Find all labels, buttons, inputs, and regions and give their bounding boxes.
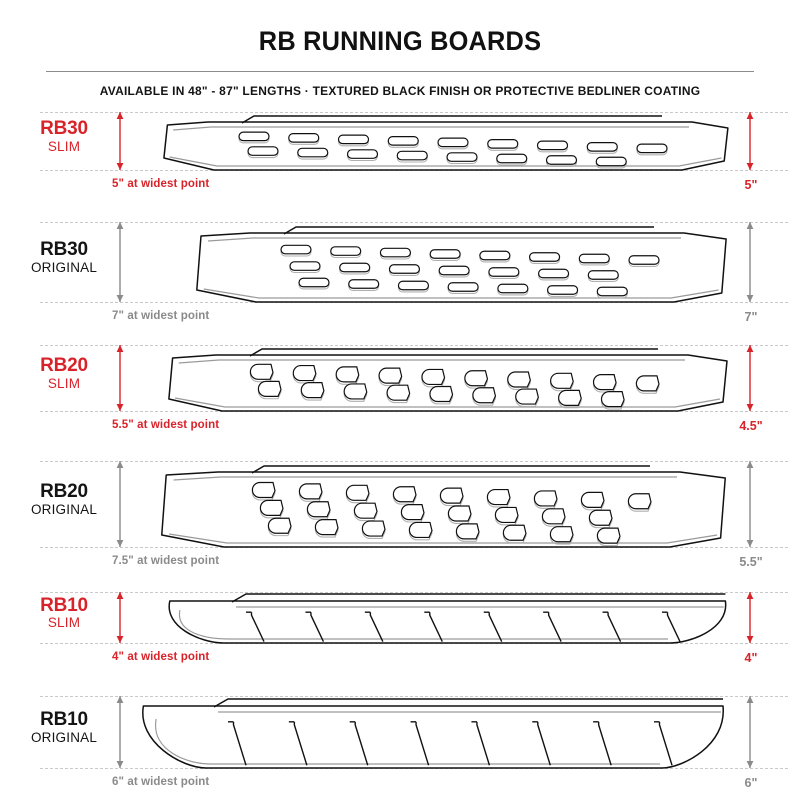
height-value: 4.5" [739, 419, 763, 433]
model-name: RB10 [40, 594, 88, 616]
model-variant: ORIGINAL [30, 729, 98, 745]
product-row-body: RB30 ORIGINAL 7" at widest point 7" [0, 206, 800, 332]
model-label-block[interactable]: RB20 SLIM [12, 356, 116, 393]
guide-line-top [40, 222, 788, 223]
height-dimension-arrow [746, 461, 754, 547]
guide-line-top [40, 345, 788, 346]
product-row-rb30-slim[interactable]: RB30 SLIM 5" at widest point 5" [0, 100, 800, 206]
height-dimension-arrow [746, 345, 754, 411]
model-variant: SLIM [47, 615, 81, 631]
width-caption: 5.5" at widest point [112, 419, 220, 431]
height-dimension-arrow [746, 592, 754, 643]
model-label-block[interactable]: RB30 ORIGINAL [12, 240, 116, 277]
model-label-block[interactable]: RB10 ORIGINAL [12, 710, 116, 747]
width-caption: 7.5" at widest point [112, 555, 220, 567]
height-value: 5.5" [739, 555, 763, 569]
model-label-block[interactable]: RB30 SLIM [12, 119, 116, 156]
running-board-illustration-curved [168, 593, 727, 644]
running-board-illustration-curved [142, 698, 724, 769]
running-board-illustration-dshape [168, 348, 728, 412]
running-board-illustration-pill [196, 226, 727, 303]
height-value: 4" [744, 651, 758, 665]
width-dimension-arrow [116, 696, 124, 768]
height-dimension-arrow [746, 112, 754, 170]
title-divider [46, 71, 754, 72]
model-name: RB20 [40, 481, 88, 502]
product-row-rb20-original[interactable]: RB20 ORIGINAL 7.5" at widest point 5.5" [0, 445, 800, 579]
width-caption: 5" at widest point [112, 178, 210, 190]
running-board-illustration-pill [163, 115, 729, 171]
width-dimension-arrow [116, 461, 124, 547]
product-row-body: RB10 ORIGINAL 6" at widest point 6" [0, 682, 800, 808]
model-label-block[interactable]: RB10 SLIM [12, 594, 116, 633]
height-value: 7" [744, 310, 758, 324]
guide-line-top [40, 696, 788, 697]
guide-line-top [40, 112, 788, 113]
height-dimension-arrow [746, 222, 754, 302]
page-header: RB RUNNING BOARDS AVAILABLE IN 48" - 87"… [0, 0, 800, 98]
product-row-body: RB20 SLIM 5.5" at widest point 4.5" [0, 332, 800, 445]
product-row-body: RB30 SLIM 5" at widest point 5" [0, 100, 800, 206]
model-name: RB10 [40, 709, 88, 730]
width-dimension-arrow [116, 592, 124, 643]
product-row-rb30-original[interactable]: RB30 ORIGINAL 7" at widest point 7" [0, 206, 800, 332]
page-subtitle: AVAILABLE IN 48" - 87" LENGTHS · TEXTURE… [99, 84, 701, 98]
guide-line-top [40, 592, 788, 593]
guide-line-top [40, 461, 788, 462]
page-title: RB RUNNING BOARDS [258, 26, 542, 56]
model-label-block[interactable]: RB20 ORIGINAL [12, 482, 116, 519]
height-value: 5" [744, 178, 758, 192]
width-caption: 6" at widest point [112, 776, 210, 788]
product-row-body: RB20 ORIGINAL 7.5" at widest point 5.5" [0, 445, 800, 579]
width-dimension-arrow [116, 345, 124, 411]
product-row-rb10-slim[interactable]: RB10 SLIM 4" at widest point 4" [0, 579, 800, 682]
width-caption: 4" at widest point [112, 651, 210, 663]
product-row-body: RB10 SLIM 4" at widest point 4" [0, 579, 800, 682]
model-variant: ORIGINAL [30, 259, 98, 275]
model-name: RB20 [40, 355, 88, 376]
width-caption: 7" at widest point [112, 310, 210, 322]
product-comparison-list: RB30 SLIM 5" at widest point 5" RB30 ORIGINAL… [0, 100, 800, 808]
width-dimension-arrow [116, 112, 124, 170]
product-row-rb10-original[interactable]: RB10 ORIGINAL 6" at widest point 6" [0, 682, 800, 808]
product-row-rb20-slim[interactable]: RB20 SLIM 5.5" at widest point 4.5" [0, 332, 800, 445]
model-variant: ORIGINAL [30, 501, 98, 517]
width-dimension-arrow [116, 222, 124, 302]
running-board-illustration-dshape [161, 465, 726, 548]
model-variant: SLIM [47, 138, 81, 154]
height-value: 6" [744, 776, 758, 790]
model-name: RB30 [40, 118, 88, 139]
model-variant: SLIM [47, 375, 81, 391]
height-dimension-arrow [746, 696, 754, 768]
model-name: RB30 [40, 239, 88, 260]
